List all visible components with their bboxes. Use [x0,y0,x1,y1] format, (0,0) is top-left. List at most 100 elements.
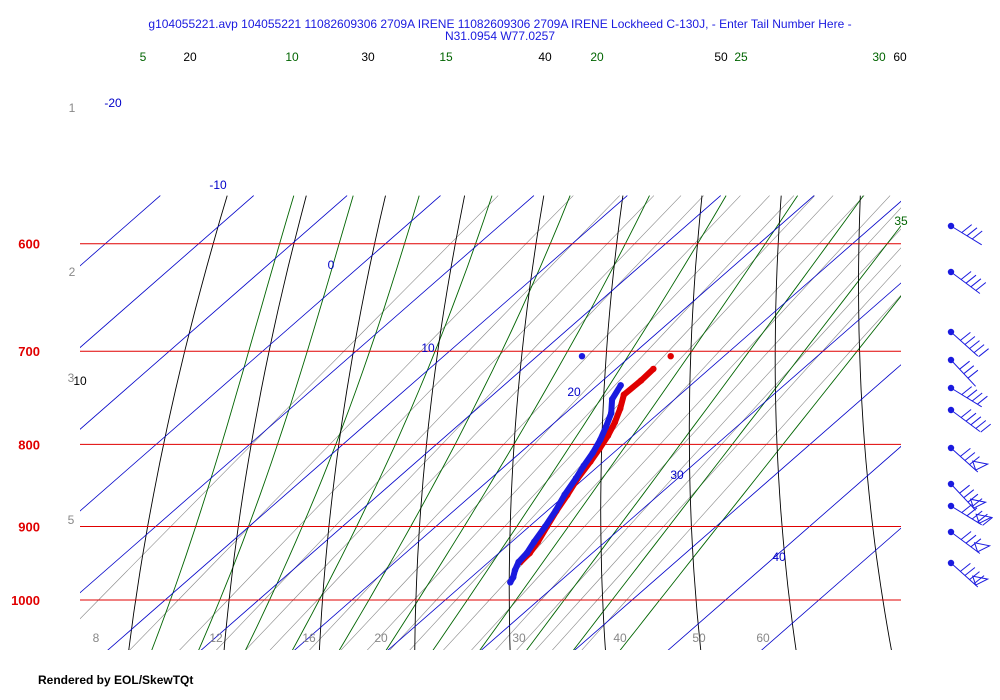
isotherm-label: -10 [209,178,227,192]
dry-adiabat-label: 30 [361,50,375,64]
wind-barb-feather [960,409,972,418]
bottom-axis-label: 40 [613,631,627,645]
wind-barb-feather [960,271,972,280]
wind-barb-feather [966,507,978,517]
wind-barb-feather [969,571,980,580]
wind-barb [947,480,988,511]
moist-adiabat-line [572,225,901,650]
wind-barb-feather [965,534,977,544]
isotherm-label: 30 [670,468,684,482]
wind-barb-shaft [950,387,982,408]
dry-adiabat-line [858,195,892,650]
moist-adiabat-line [151,195,295,650]
mixing-ratio-line [409,195,834,650]
mixing-ratio-line [129,195,574,650]
wind-barb [947,356,979,387]
dry-adiabat-line [414,195,466,650]
wind-barb-feather [975,282,987,291]
temperature-point [611,419,619,426]
dewpoint-point [572,475,580,482]
dewpoint-point [602,423,610,430]
pressure-tick-label: 700 [18,344,40,359]
dry-adiabat-line [318,195,386,650]
moist-adiabat-line [619,295,901,650]
moist-adiabat-line [526,195,864,650]
bottom-axis-label: 8 [93,631,100,645]
isotherm-line [80,195,535,594]
isotherm-label: 0 [328,258,335,272]
dewpoint-point [542,523,549,530]
wind-barb-feather [977,395,988,405]
wind-barb-feather [960,531,972,540]
height-km-label: 3 [68,371,75,385]
wind-barb-feather [966,227,978,237]
wind-barb-shaft [950,271,981,294]
dewpoint-point [597,436,604,444]
wind-barb-shaft [950,562,979,588]
wind-barb-feather [963,365,975,375]
wind-barb-feather [970,278,982,288]
wind-barb [947,384,988,408]
pressure-tick-label: 1000 [11,593,40,608]
mixing-ratio-line [389,195,816,650]
isotherm-line [667,445,901,650]
isotherm-label: 20 [567,385,581,399]
mixing-ratio-line [245,195,682,650]
isotherm-line [80,195,254,349]
wind-barb-feather [960,448,971,457]
mixing-ratio-line [516,228,901,650]
wind-barb-feather [959,484,970,494]
wind-barb-feather [960,563,971,572]
footer-credit: Rendered by EOL/SkewTQt [38,673,194,687]
temperature-marker [667,353,674,360]
wind-barb-shaft [950,483,976,511]
height-km-label: 2 [69,265,76,279]
dewpoint-marker [578,353,586,360]
wind-barb-feather [963,489,975,499]
dry-adiabat-label: 10 [73,374,87,388]
bottom-axis-label: 12 [209,631,223,645]
wind-barb-feather [961,224,973,233]
mixing-ratio-line [581,294,901,650]
dewpoint-point [589,449,596,457]
mixing-ratio-label: 20 [590,50,604,64]
mixing-ratio-line [535,247,901,650]
mixing-ratio-line [340,195,770,650]
dry-adiabat-line [600,195,624,650]
dry-adiabat-label: 50 [714,50,728,64]
wind-barb [947,328,989,358]
wind-barb-feather [973,575,985,584]
mixing-ratio-label: 5 [140,50,147,64]
wind-barb-feather [967,493,979,503]
moist-adiabat-line [291,195,493,650]
moist-adiabat-line [385,195,650,650]
dewpoint-point [531,538,538,545]
isotherm-line [80,195,348,430]
wind-barb [947,222,983,246]
dry-adiabat-line [688,195,703,650]
mixing-ratio-line [216,195,655,650]
wind-barb [947,406,992,433]
bottom-axis-label: 50 [692,631,706,645]
wind-barb-feather [969,456,980,465]
wind-barb-feather [964,452,976,461]
pressure-tick-label: 900 [18,520,40,535]
temperature-point [604,432,612,439]
mixing-ratio-line [552,264,901,650]
dewpoint-point [511,566,519,574]
dry-adiabat-line [774,195,797,650]
dry-adiabat-line [128,195,228,650]
wind-barb-shaft [950,531,981,554]
wind-barb-feather [964,567,976,576]
wind-barb-shaft [950,505,982,526]
mixing-ratio-line [179,195,620,650]
chart-title-line2: N31.0954 W77.0257 [445,29,555,43]
wind-barb-shaft [950,331,979,357]
wind-barb-feather [975,420,987,429]
wind-barb-feather [960,332,971,341]
isotherm-label: -20 [104,96,122,110]
isotherm-line [761,527,901,650]
dewpoint-point [515,558,522,566]
wind-barb-pennant [975,513,993,525]
mixing-ratio-line [80,195,499,620]
